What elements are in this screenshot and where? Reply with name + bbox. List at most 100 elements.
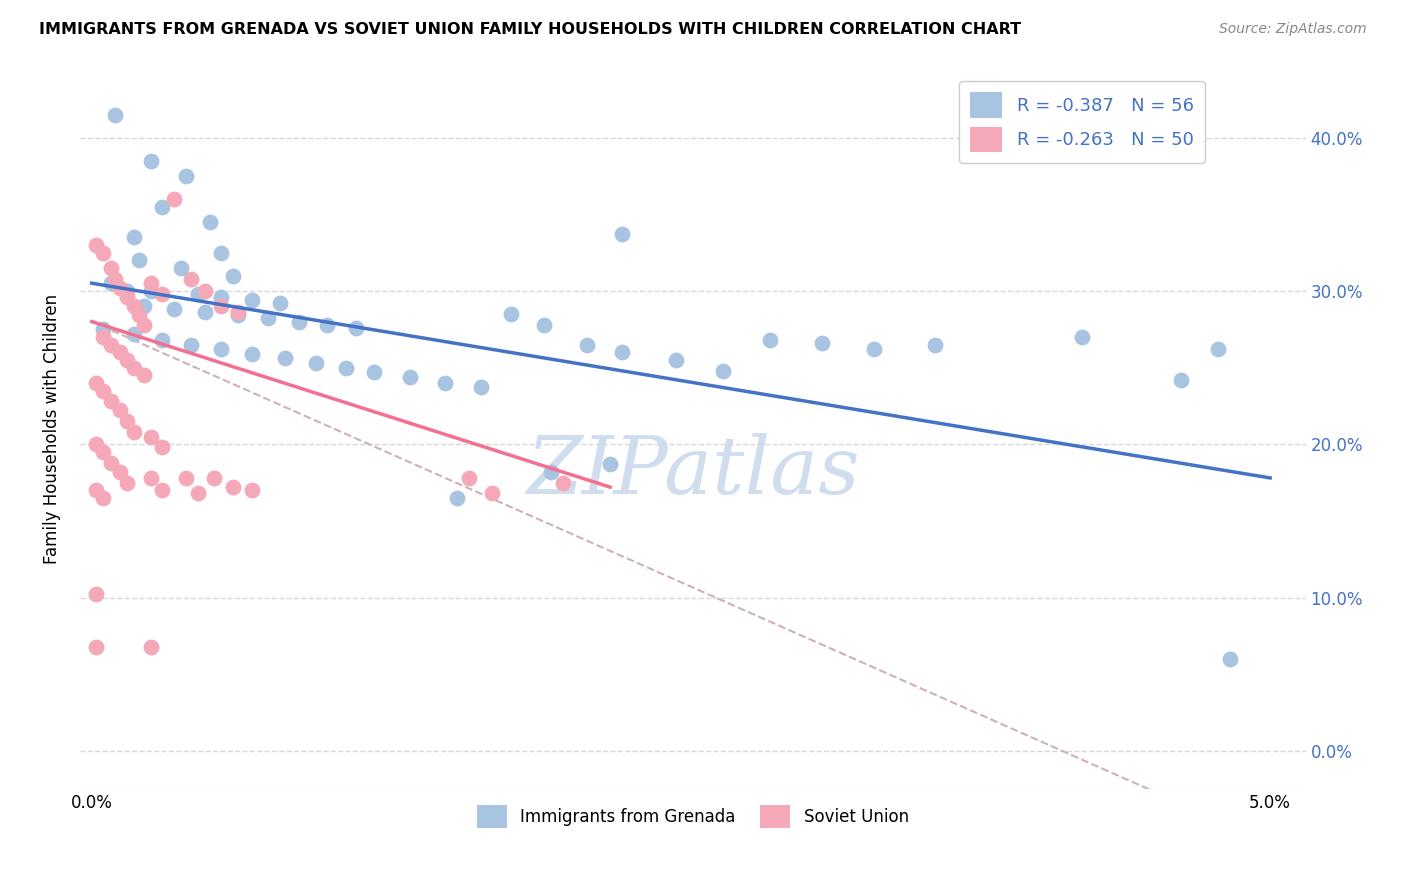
Point xyxy=(304,356,326,370)
Point xyxy=(122,299,145,313)
Point xyxy=(139,276,162,290)
Point xyxy=(446,491,468,505)
Point xyxy=(139,429,162,443)
Point xyxy=(93,445,115,459)
Point xyxy=(150,333,173,347)
Point xyxy=(610,227,633,241)
Point xyxy=(132,299,155,313)
Point xyxy=(122,326,145,341)
Point xyxy=(100,394,122,409)
Point xyxy=(163,192,186,206)
Point xyxy=(759,333,782,347)
Point xyxy=(269,296,291,310)
Point xyxy=(86,238,108,252)
Point xyxy=(86,640,108,654)
Point xyxy=(222,268,245,283)
Point xyxy=(533,318,555,332)
Point xyxy=(481,486,503,500)
Point xyxy=(575,337,598,351)
Point xyxy=(93,245,115,260)
Point xyxy=(222,480,245,494)
Point xyxy=(226,305,249,319)
Point xyxy=(93,384,115,398)
Point xyxy=(122,360,145,375)
Point xyxy=(128,309,150,323)
Point xyxy=(180,271,202,285)
Point xyxy=(540,465,562,479)
Point xyxy=(170,260,193,275)
Point xyxy=(240,293,263,307)
Point xyxy=(115,475,138,490)
Point xyxy=(150,200,173,214)
Point xyxy=(198,215,221,229)
Point xyxy=(316,318,339,332)
Point xyxy=(139,471,162,485)
Text: ZIPatlas: ZIPatlas xyxy=(526,434,859,511)
Point xyxy=(180,337,202,351)
Point xyxy=(209,290,232,304)
Point xyxy=(194,284,217,298)
Point xyxy=(209,299,232,313)
Point xyxy=(288,314,311,328)
Point xyxy=(132,318,155,332)
Point xyxy=(335,360,357,375)
Point xyxy=(108,281,131,295)
Point xyxy=(132,368,155,383)
Point xyxy=(1208,342,1230,356)
Point xyxy=(924,337,946,351)
Point xyxy=(1170,373,1192,387)
Point xyxy=(470,380,492,394)
Point xyxy=(257,311,280,326)
Point xyxy=(122,425,145,439)
Point xyxy=(163,302,186,317)
Point xyxy=(115,414,138,428)
Point xyxy=(240,483,263,498)
Point xyxy=(150,483,173,498)
Legend: Immigrants from Grenada, Soviet Union: Immigrants from Grenada, Soviet Union xyxy=(470,798,915,835)
Point xyxy=(811,336,834,351)
Point xyxy=(139,640,162,654)
Point xyxy=(240,347,263,361)
Point xyxy=(150,440,173,454)
Point xyxy=(501,307,523,321)
Point xyxy=(100,260,122,275)
Point xyxy=(115,290,138,304)
Point xyxy=(363,365,385,379)
Point xyxy=(108,345,131,359)
Point xyxy=(226,309,249,323)
Point xyxy=(100,337,122,351)
Point xyxy=(209,342,232,356)
Point xyxy=(457,471,479,485)
Point xyxy=(139,284,162,298)
Point xyxy=(194,305,217,319)
Point xyxy=(150,287,173,301)
Point xyxy=(551,475,574,490)
Point xyxy=(122,230,145,244)
Point xyxy=(86,376,108,390)
Point xyxy=(187,486,209,500)
Point xyxy=(1219,652,1241,666)
Point xyxy=(104,107,127,121)
Point xyxy=(139,153,162,168)
Point xyxy=(1070,330,1092,344)
Text: IMMIGRANTS FROM GRENADA VS SOVIET UNION FAMILY HOUSEHOLDS WITH CHILDREN CORRELAT: IMMIGRANTS FROM GRENADA VS SOVIET UNION … xyxy=(39,22,1022,37)
Point xyxy=(344,320,367,334)
Point xyxy=(100,276,122,290)
Text: Source: ZipAtlas.com: Source: ZipAtlas.com xyxy=(1219,22,1367,37)
Point xyxy=(610,345,633,359)
Point xyxy=(93,322,115,336)
Point xyxy=(274,351,297,366)
Point xyxy=(86,437,108,451)
Point xyxy=(93,330,115,344)
Point xyxy=(665,352,688,367)
Y-axis label: Family Households with Children: Family Households with Children xyxy=(44,293,60,564)
Point xyxy=(108,465,131,479)
Point xyxy=(86,587,108,601)
Point xyxy=(174,169,197,183)
Point xyxy=(187,287,209,301)
Point xyxy=(104,271,127,285)
Point xyxy=(174,471,197,485)
Point xyxy=(115,352,138,367)
Point xyxy=(93,491,115,505)
Point xyxy=(209,245,232,260)
